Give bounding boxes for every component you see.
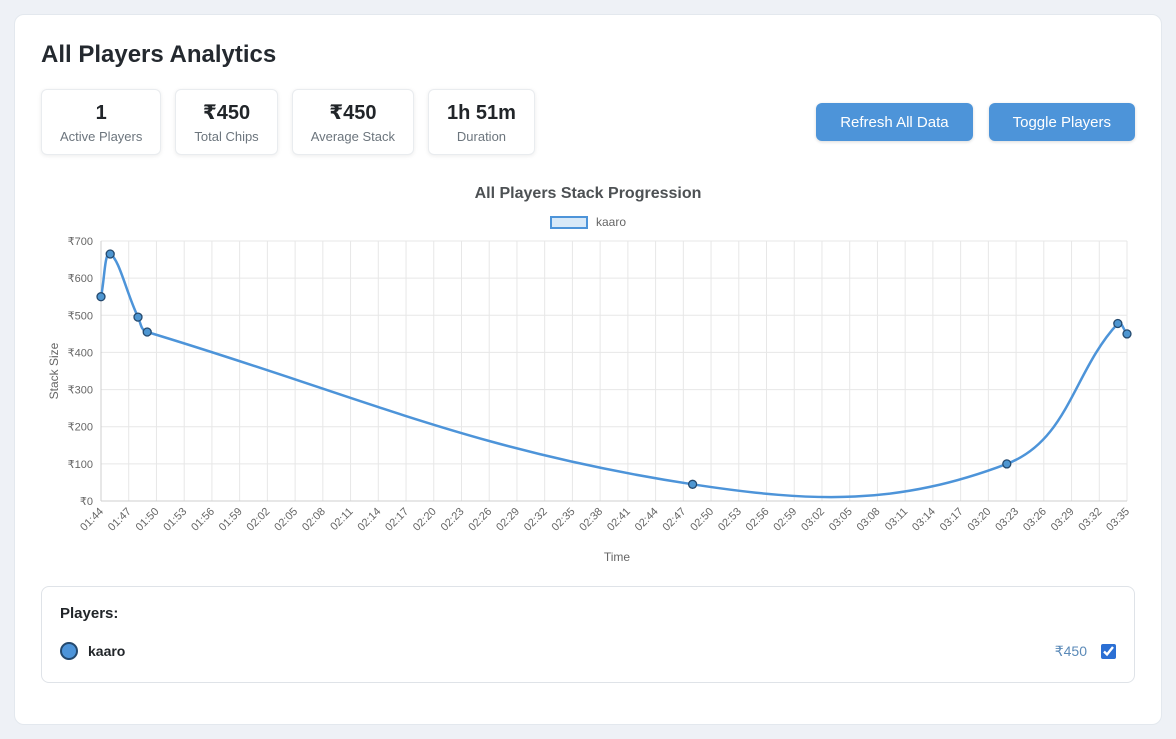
- players-heading: Players:: [60, 605, 119, 622]
- player-row: kaaro ₹450: [60, 638, 1116, 664]
- svg-text:02:50: 02:50: [688, 506, 716, 534]
- svg-text:02:14: 02:14: [355, 506, 383, 534]
- svg-text:01:56: 01:56: [189, 506, 217, 534]
- svg-text:02:11: 02:11: [328, 506, 355, 533]
- svg-text:03:23: 03:23: [993, 506, 1021, 534]
- svg-text:₹600: ₹600: [68, 273, 93, 285]
- stat-value: 1: [95, 102, 107, 124]
- svg-text:03:35: 03:35: [1104, 506, 1132, 534]
- svg-text:03:29: 03:29: [1049, 506, 1077, 534]
- svg-text:03:02: 03:02: [799, 506, 827, 534]
- svg-text:02:20: 02:20: [411, 506, 439, 534]
- header-actions: Refresh All Data Toggle Players: [816, 103, 1135, 141]
- stats-row: 1 Active Players ₹450 Total Chips ₹450 A…: [41, 89, 535, 155]
- svg-text:₹700: ₹700: [68, 236, 93, 248]
- svg-text:02:05: 02:05: [272, 506, 300, 534]
- svg-text:02:29: 02:29: [494, 506, 522, 534]
- svg-text:02:35: 02:35: [550, 506, 578, 534]
- legend-label: kaaro: [595, 215, 627, 229]
- svg-text:₹400: ₹400: [68, 347, 93, 359]
- chart-title: All Players Stack Progression: [474, 185, 702, 202]
- svg-text:₹200: ₹200: [68, 422, 93, 434]
- svg-text:₹0: ₹0: [80, 496, 93, 508]
- players-panel: Players: kaaro ₹450: [41, 586, 1135, 683]
- stat-label: Total Chips: [194, 129, 259, 144]
- svg-text:03:08: 03:08: [855, 506, 883, 534]
- svg-text:01:44: 01:44: [78, 506, 106, 534]
- analytics-card: All Players Analytics 1 Active Players ₹…: [14, 14, 1162, 725]
- svg-text:02:47: 02:47: [660, 506, 688, 534]
- svg-text:03:26: 03:26: [1021, 506, 1049, 534]
- stat-value: ₹450: [329, 102, 377, 124]
- chart-legend-item-kaaro[interactable]: kaaro: [41, 215, 1135, 229]
- player-visibility-checkbox[interactable]: [1101, 643, 1116, 659]
- svg-text:01:47: 01:47: [106, 506, 134, 534]
- svg-text:₹500: ₹500: [68, 310, 93, 322]
- svg-text:₹300: ₹300: [68, 385, 93, 397]
- svg-text:02:26: 02:26: [466, 506, 494, 534]
- stat-card-active-players: 1 Active Players: [41, 89, 162, 155]
- svg-text:03:17: 03:17: [938, 506, 966, 534]
- stat-label: Duration: [456, 129, 507, 144]
- svg-text:03:05: 03:05: [827, 506, 855, 534]
- legend-swatch: [549, 215, 588, 229]
- x-axis-title: Time: [603, 550, 631, 564]
- svg-text:03:32: 03:32: [1076, 506, 1104, 534]
- svg-text:01:59: 01:59: [217, 506, 245, 534]
- chart-section: All Players Stack Progression kaaro Stac…: [41, 185, 1135, 564]
- svg-text:02:32: 02:32: [522, 506, 550, 534]
- stack-progression-chart[interactable]: 01:44 01:47 01:50 01:53 01:56 01:59 02:02 02:05…: [41, 233, 1137, 551]
- toggle-players-button[interactable]: Toggle Players: [988, 103, 1135, 141]
- svg-text:02:38: 02:38: [577, 506, 605, 534]
- svg-text:01:53: 01:53: [161, 506, 189, 534]
- stat-card-duration: 1h 51m Duration: [428, 89, 535, 155]
- svg-text:02:44: 02:44: [633, 506, 661, 534]
- stat-card-average-stack: ₹450 Average Stack: [291, 89, 414, 155]
- svg-text:02:17: 02:17: [383, 506, 411, 534]
- player-name: kaaro: [88, 643, 126, 659]
- header-row: 1 Active Players ₹450 Total Chips ₹450 A…: [41, 89, 1135, 155]
- y-axis-title: Stack Size: [47, 342, 61, 400]
- svg-text:02:02: 02:02: [245, 506, 273, 534]
- page-title: All Players Analytics: [41, 41, 277, 68]
- svg-text:03:14: 03:14: [910, 506, 938, 534]
- svg-text:02:08: 02:08: [300, 506, 328, 534]
- player-stack-value: ₹450: [1054, 642, 1087, 659]
- refresh-all-data-button[interactable]: Refresh All Data: [816, 103, 973, 141]
- svg-text:03:20: 03:20: [966, 506, 994, 534]
- svg-text:02:59: 02:59: [771, 506, 799, 534]
- stat-value: ₹450: [202, 102, 251, 124]
- svg-text:03:11: 03:11: [883, 506, 910, 533]
- player-color-dot: [60, 642, 78, 660]
- stat-label: Average Stack: [310, 129, 395, 144]
- svg-text:₹100: ₹100: [68, 459, 93, 471]
- svg-text:02:23: 02:23: [439, 506, 467, 534]
- svg-text:02:56: 02:56: [744, 506, 772, 534]
- stat-value: 1h 51m: [447, 102, 516, 124]
- svg-text:02:41: 02:41: [605, 506, 633, 534]
- svg-text:02:53: 02:53: [716, 506, 744, 534]
- stat-card-total-chips: ₹450 Total Chips: [175, 89, 278, 155]
- stat-label: Active Players: [60, 129, 143, 144]
- svg-text:01:50: 01:50: [134, 506, 162, 534]
- chart-area: Stack Size 01:44 01:47 01:50 01:53 01:56 01:5…: [41, 233, 1137, 564]
